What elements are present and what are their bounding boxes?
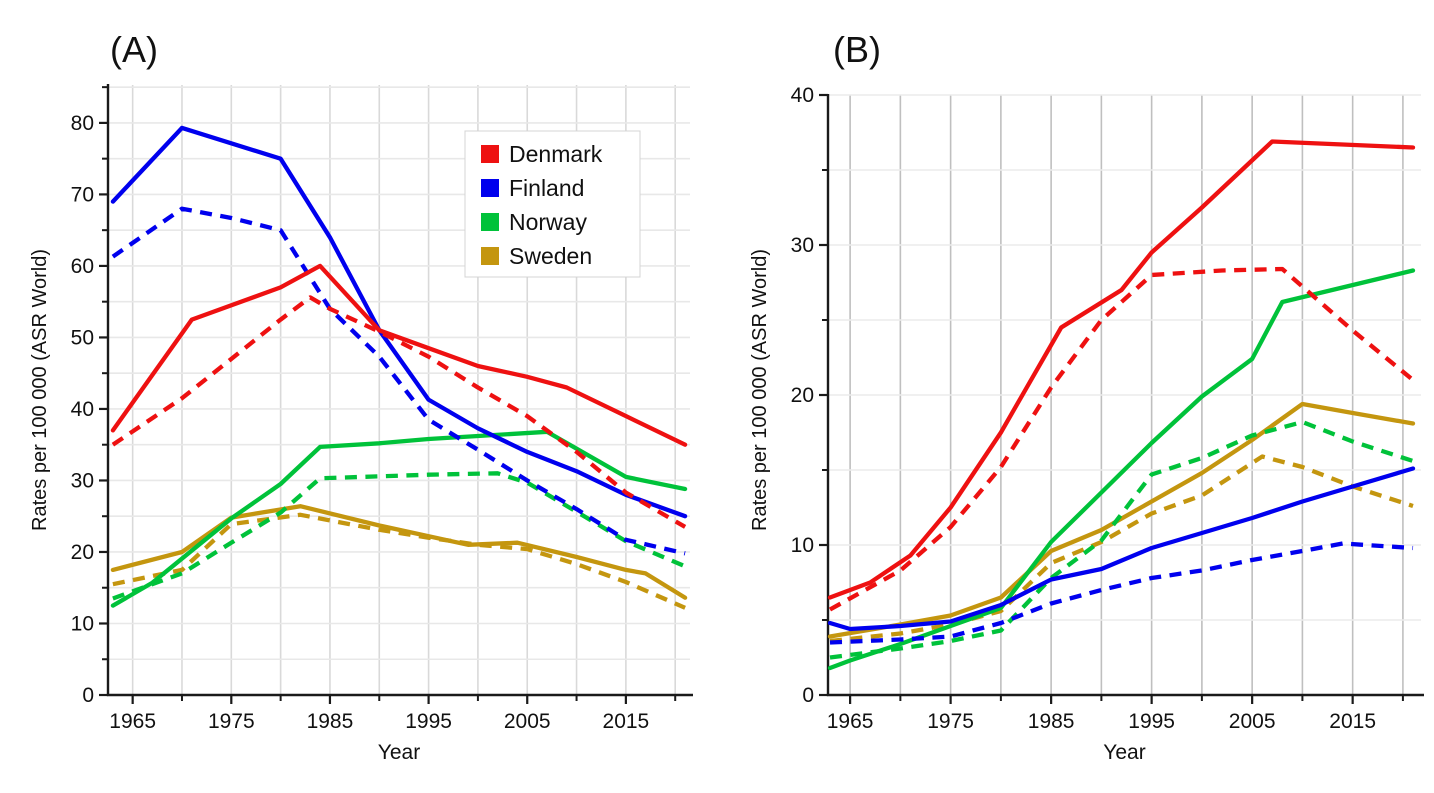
legend-item-denmark: Denmark bbox=[481, 141, 603, 167]
series-denmark-solid bbox=[827, 139, 1416, 600]
x-axis-title: Year bbox=[378, 741, 420, 764]
x-tick-label: 1975 bbox=[208, 710, 255, 733]
x-tick-label: 2015 bbox=[1329, 710, 1376, 733]
y-tick-label: 40 bbox=[71, 398, 94, 421]
legend-swatch bbox=[481, 247, 499, 265]
y-tick-label: 10 bbox=[71, 612, 94, 635]
x-tick-label: 1975 bbox=[927, 710, 974, 733]
series-norway-solid bbox=[827, 268, 1416, 671]
x-axis-title: Year bbox=[1103, 741, 1145, 764]
panel-label: (B) bbox=[833, 29, 881, 70]
x-tick-label: 1995 bbox=[405, 710, 452, 733]
series-lines bbox=[827, 139, 1416, 671]
gridlines bbox=[108, 85, 690, 695]
x-tick-label: 1965 bbox=[109, 710, 156, 733]
y-tick-label: 0 bbox=[802, 684, 814, 707]
y-tick-label: 60 bbox=[71, 255, 94, 278]
panel-label: (A) bbox=[110, 29, 158, 70]
legend-item-norway: Norway bbox=[481, 209, 587, 235]
y-tick-label: 20 bbox=[71, 541, 94, 564]
series-finland-dashed bbox=[829, 541, 1414, 645]
x-tick-label: 1985 bbox=[1028, 710, 1075, 733]
series-finland-solid bbox=[110, 125, 688, 519]
series-denmark-solid bbox=[110, 263, 688, 447]
legend-swatch bbox=[481, 145, 499, 163]
legend-swatch bbox=[481, 179, 499, 197]
series-sweden-solid bbox=[827, 401, 1416, 639]
legend-label: Denmark bbox=[509, 141, 603, 167]
series-denmark-dashed bbox=[828, 266, 1415, 612]
legend-label: Finland bbox=[509, 175, 584, 201]
gridlines bbox=[828, 94, 1421, 695]
y-tick-label: 70 bbox=[71, 183, 94, 206]
series-lines bbox=[110, 125, 688, 610]
axes: 1965 1975 1985 1995 2005 2015 0 10 20 30 40 bbox=[791, 84, 1424, 733]
series-sweden-dashed bbox=[829, 454, 1414, 644]
y-tick-label: 30 bbox=[71, 469, 94, 492]
x-tick-label: 1965 bbox=[827, 710, 874, 733]
legend: Denmark Finland Norway Sweden bbox=[464, 130, 641, 278]
series-norway-dashed bbox=[112, 471, 686, 601]
y-tick-label: 40 bbox=[791, 84, 814, 107]
y-tick-label: 20 bbox=[791, 384, 814, 407]
series-finland-dashed bbox=[111, 206, 686, 556]
legend-label: Sweden bbox=[509, 243, 592, 269]
y-tick-label: 10 bbox=[791, 534, 814, 557]
panel-b: 1965 1975 1985 1995 2005 2015 0 10 20 30 40 (B) Year… bbox=[749, 29, 1424, 764]
series-norway-dashed bbox=[829, 419, 1414, 660]
x-tick-label: 2005 bbox=[504, 710, 551, 733]
legend-item-finland: Finland bbox=[481, 175, 584, 201]
y-tick-label: 0 bbox=[82, 684, 94, 707]
y-tick-label: 50 bbox=[71, 326, 94, 349]
legend-swatch bbox=[481, 213, 499, 231]
series-denmark-dashed bbox=[111, 295, 687, 529]
axes: 1965 1975 1985 1995 2005 2015 0 10 20 30 40 50 60 70 8… bbox=[71, 84, 693, 733]
y-axis-title: Rates per 100 000 (ASR World) bbox=[749, 249, 771, 531]
series-norway-solid bbox=[110, 429, 688, 608]
y-axis-title: Rates per 100 000 (ASR World) bbox=[29, 249, 51, 531]
legend-label: Norway bbox=[509, 209, 587, 235]
x-tick-label: 2005 bbox=[1229, 710, 1276, 733]
x-tick-label: 1985 bbox=[307, 710, 354, 733]
y-tick-label: 80 bbox=[71, 112, 94, 135]
y-tick-label: 30 bbox=[791, 234, 814, 257]
legend-item-sweden: Sweden bbox=[481, 243, 592, 269]
series-finland-solid bbox=[827, 466, 1416, 632]
x-tick-label: 1995 bbox=[1128, 710, 1175, 733]
x-tick-label: 2015 bbox=[603, 710, 650, 733]
